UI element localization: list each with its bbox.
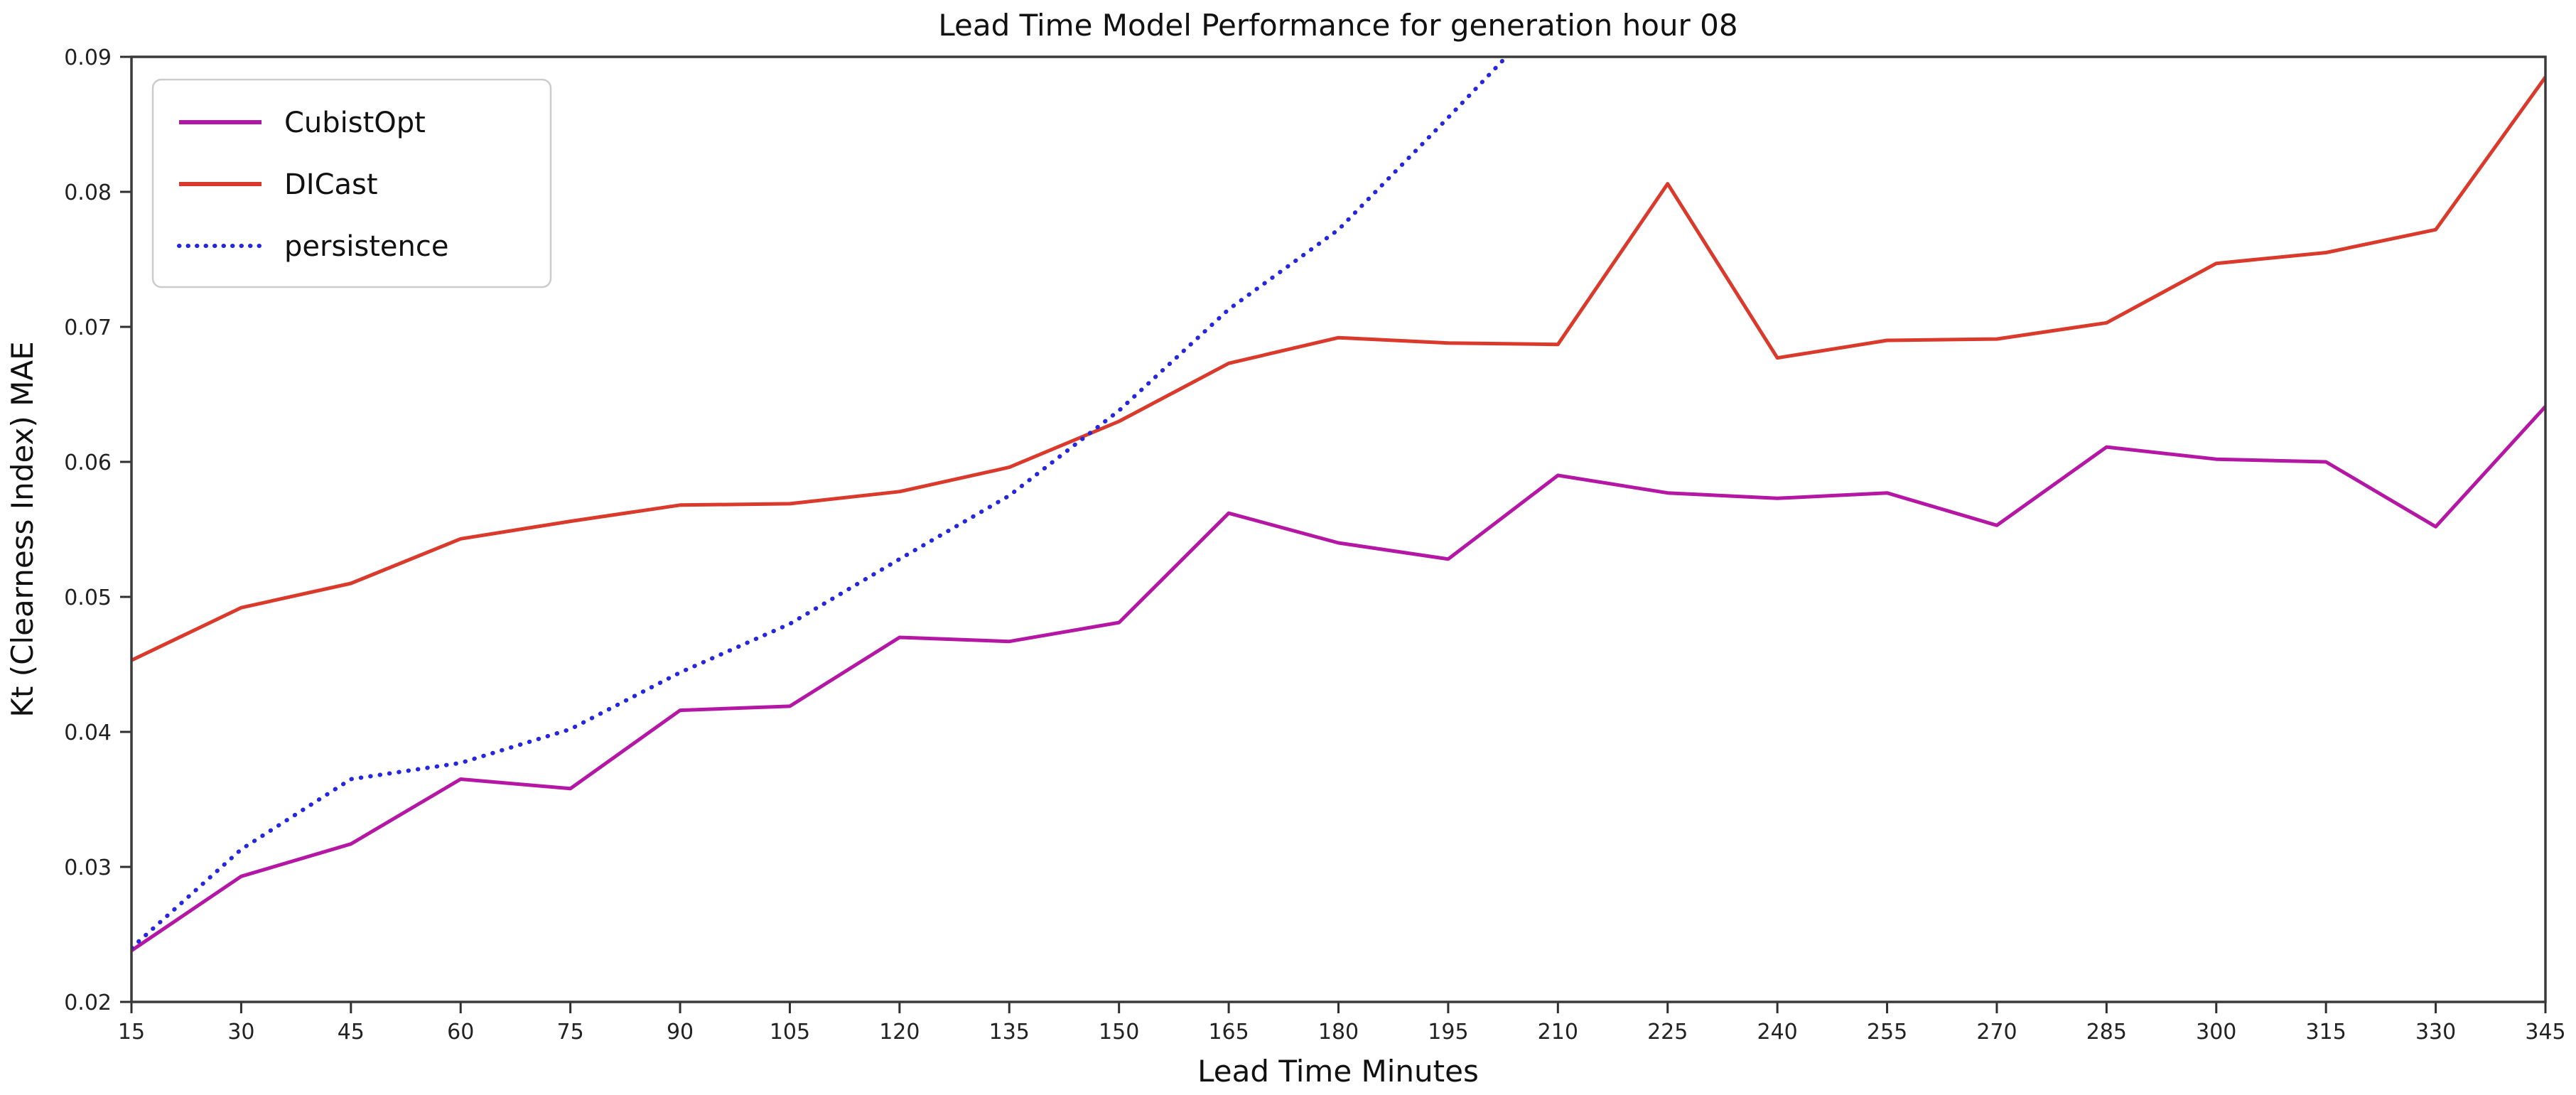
x-tick-label: 45 xyxy=(338,1020,365,1045)
x-tick-label: 120 xyxy=(879,1020,920,1045)
x-tick-label: 330 xyxy=(2415,1020,2456,1045)
y-axis-label: Kt (Clearness Index) MAE xyxy=(5,341,40,717)
x-tick-label: 180 xyxy=(1318,1020,1359,1045)
x-tick-label: 210 xyxy=(1538,1020,1578,1045)
x-tick-label: 60 xyxy=(447,1020,474,1045)
x-tick-label: 105 xyxy=(770,1020,810,1045)
x-tick-label: 285 xyxy=(2086,1020,2127,1045)
y-tick-label: 0.08 xyxy=(64,180,112,205)
y-tick-label: 0.05 xyxy=(64,586,112,610)
x-tick-label: 30 xyxy=(227,1020,254,1045)
y-tick-label: 0.09 xyxy=(64,45,112,70)
x-tick-label: 255 xyxy=(1867,1020,1907,1045)
y-tick-label: 0.04 xyxy=(64,721,112,745)
x-axis-label: Lead Time Minutes xyxy=(1197,1054,1479,1089)
legend-label-cubistopt: CubistOpt xyxy=(284,107,426,139)
y-tick-label: 0.02 xyxy=(64,991,112,1015)
series-line-dicast xyxy=(131,76,2545,662)
x-tick-label: 345 xyxy=(2525,1020,2565,1045)
legend: CubistOpt DICast persistence xyxy=(151,78,552,288)
legend-label-dicast: DICast xyxy=(284,168,378,201)
legend-label-persistence: persistence xyxy=(284,230,448,263)
x-tick-label: 225 xyxy=(1647,1020,1688,1045)
x-axis-ticks: 15 30 45 60 75 90 105 120 135 150 165 180 195 210 225 2… xyxy=(118,1002,2566,1045)
y-tick-label: 0.07 xyxy=(64,315,112,340)
x-tick-label: 15 xyxy=(118,1020,145,1045)
x-tick-label: 165 xyxy=(1208,1020,1249,1045)
y-axis-ticks: 0.02 0.03 0.04 0.05 0.06 0.07 0.08 0.09 xyxy=(64,45,131,1015)
series-line-cubistopt xyxy=(131,405,2545,952)
x-tick-label: 150 xyxy=(1099,1020,1139,1045)
x-tick-label: 135 xyxy=(989,1020,1030,1045)
series-lines xyxy=(131,57,2545,952)
x-tick-label: 90 xyxy=(667,1020,694,1045)
series-line-persistence xyxy=(131,57,1509,950)
x-tick-label: 270 xyxy=(1976,1020,2017,1045)
plot-area-border xyxy=(130,55,2547,1003)
x-tick-label: 300 xyxy=(2196,1020,2236,1045)
x-tick-label: 195 xyxy=(1428,1020,1468,1045)
legend-box xyxy=(151,78,552,288)
y-tick-label: 0.06 xyxy=(64,451,112,475)
y-tick-label: 0.03 xyxy=(64,856,112,880)
x-tick-label: 315 xyxy=(2306,1020,2346,1045)
x-tick-label: 240 xyxy=(1757,1020,1798,1045)
x-tick-label: 75 xyxy=(557,1020,584,1045)
chart-title: Lead Time Model Performance for generati… xyxy=(938,8,1737,43)
